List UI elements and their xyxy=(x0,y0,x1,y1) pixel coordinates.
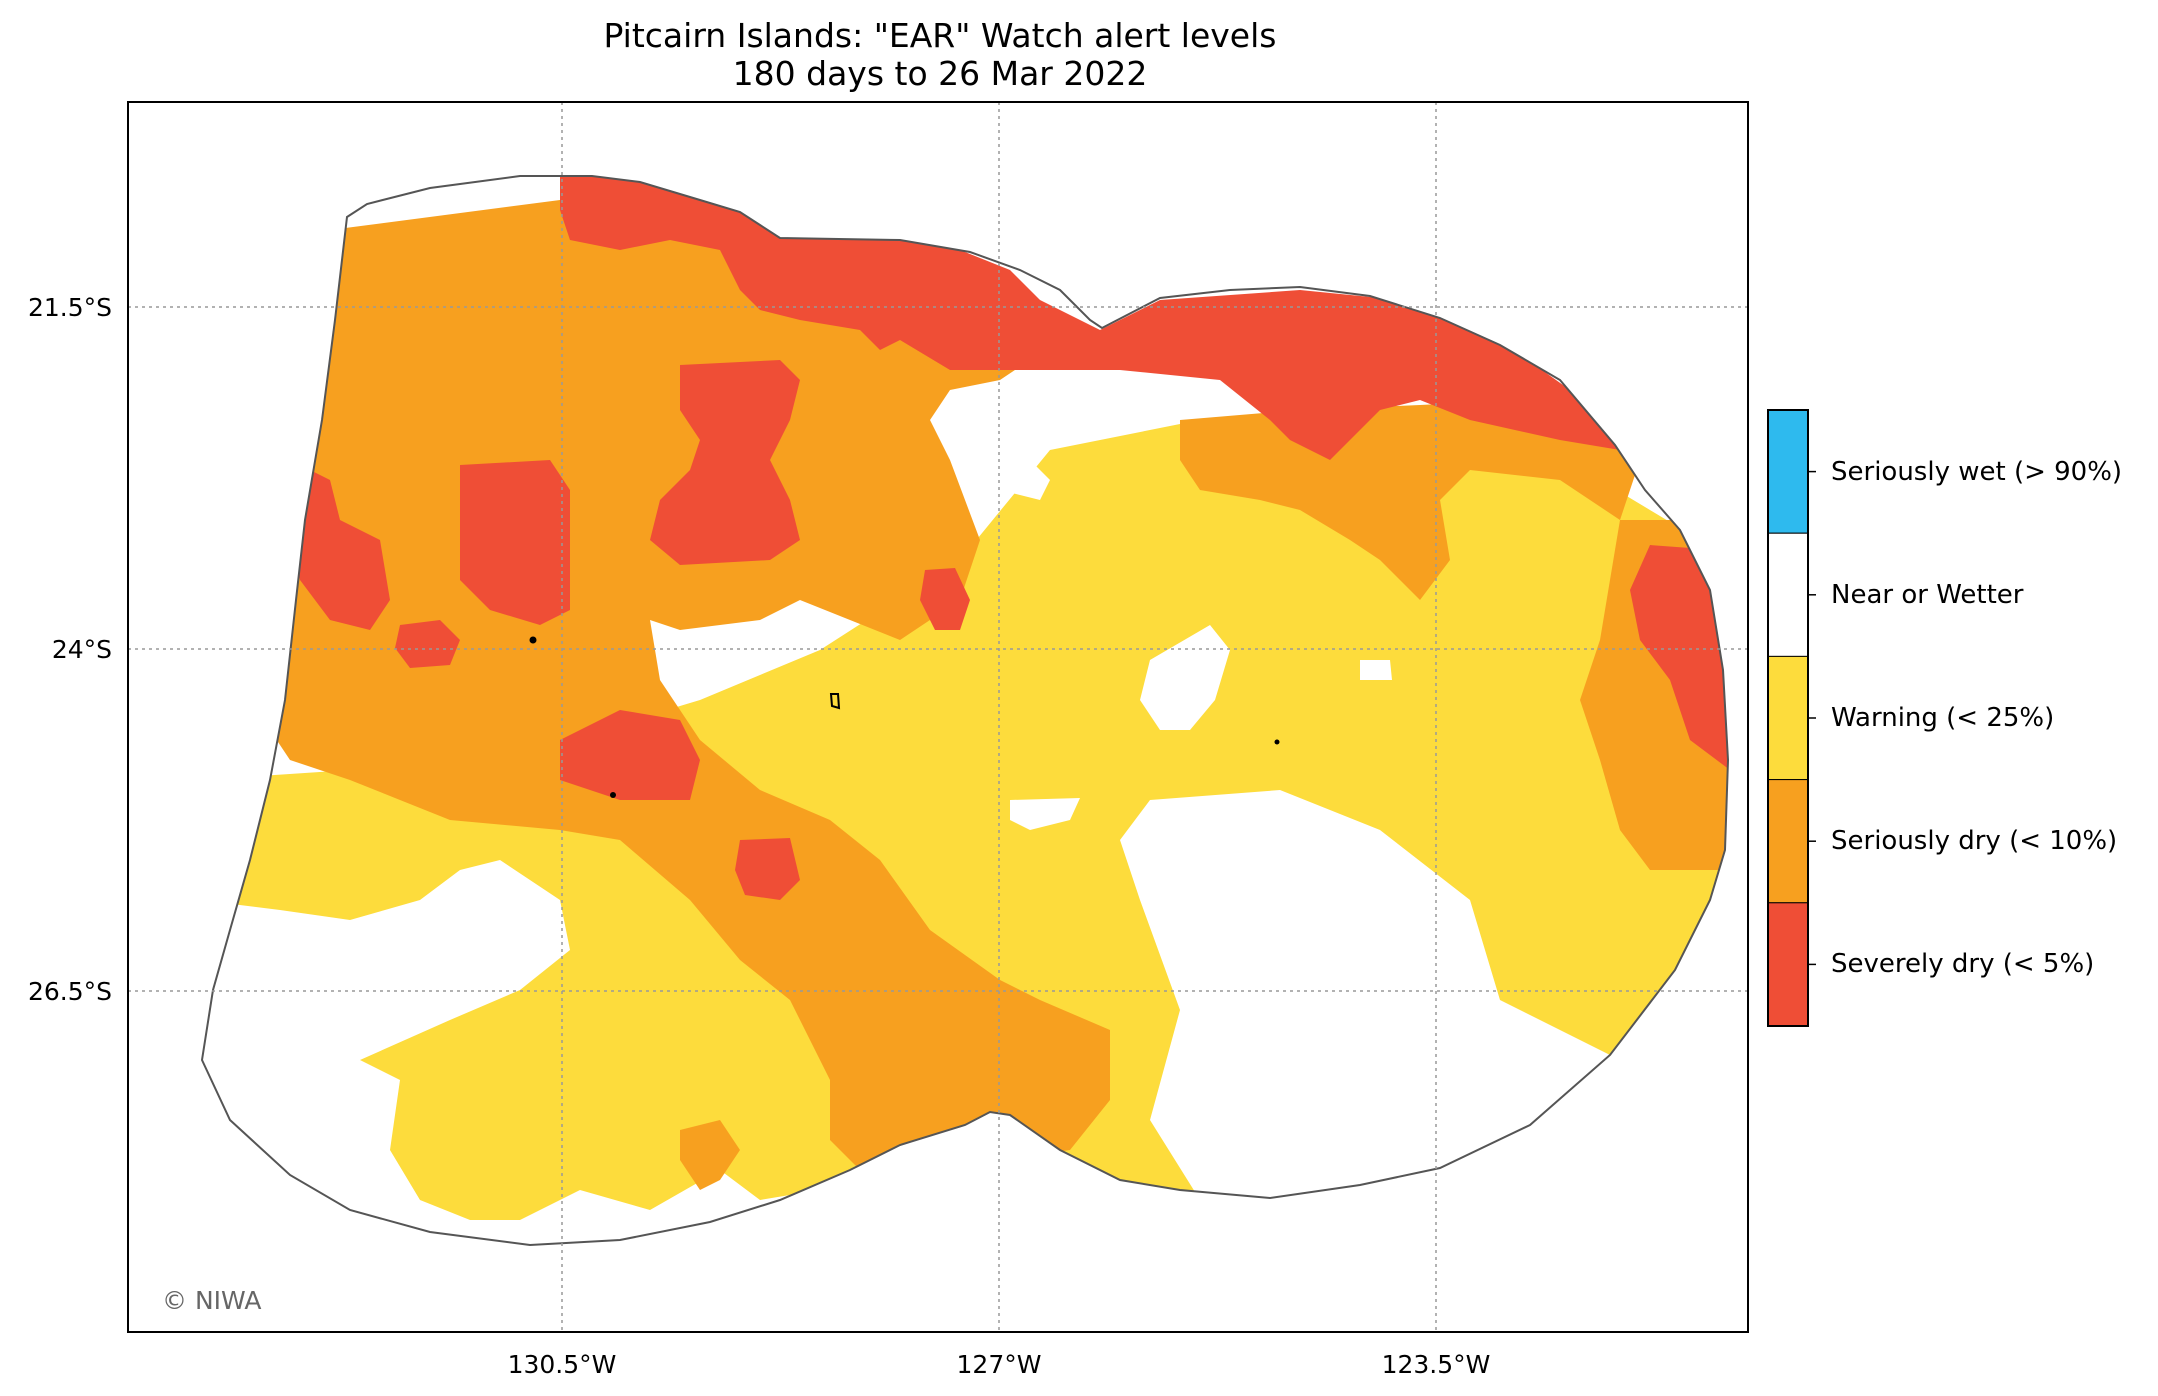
legend-swatch-4 xyxy=(1768,780,1808,903)
legend-swatch-5 xyxy=(1768,903,1808,1026)
legend-label-5: Severely dry (< 5%) xyxy=(1831,949,2094,979)
lat-tick-1: 21.5°S xyxy=(28,293,112,322)
lat-tick-2: 24°S xyxy=(52,635,112,664)
island-marker-1 xyxy=(530,637,537,644)
copyright-text: © NIWA xyxy=(162,1286,261,1315)
region-near-e xyxy=(1360,660,1392,680)
legend-swatch-2 xyxy=(1768,533,1808,656)
lon-tick-3: 123.5°W xyxy=(1382,1350,1491,1379)
legend-colorbar xyxy=(1768,410,1816,1026)
legend-label-4: Seriously dry (< 10%) xyxy=(1831,826,2117,856)
legend-label-3: Warning (< 25%) xyxy=(1831,703,2054,733)
island-marker-2 xyxy=(610,792,616,798)
legend-swatch-1 xyxy=(1768,410,1808,533)
legend-swatch-3 xyxy=(1768,656,1808,779)
legend-label-2: Near or Wetter xyxy=(1831,580,2023,610)
island-marker-4 xyxy=(1275,740,1280,745)
legend-label-1: Seriously wet (> 90%) xyxy=(1831,457,2122,487)
lat-tick-3: 26.5°S xyxy=(28,977,112,1006)
lon-tick-1: 130.5°W xyxy=(508,1350,617,1379)
lon-tick-2: 127°W xyxy=(957,1350,1042,1379)
